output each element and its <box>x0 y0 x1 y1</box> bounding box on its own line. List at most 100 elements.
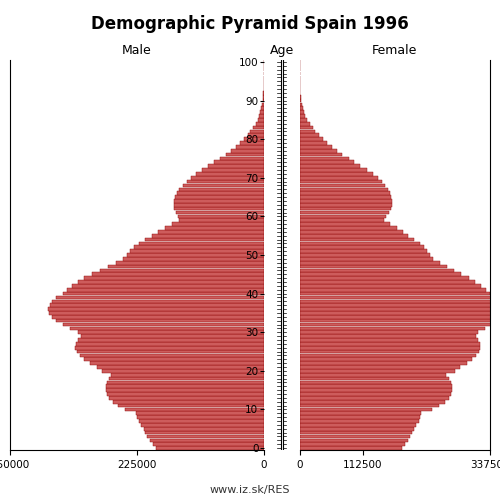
Bar <box>300 322 492 326</box>
Bar <box>262 102 264 106</box>
Bar <box>300 419 418 423</box>
Bar <box>165 226 264 230</box>
Bar <box>300 346 480 350</box>
Bar <box>300 284 480 288</box>
Bar <box>300 180 382 184</box>
Title: Male: Male <box>122 44 152 58</box>
Bar <box>300 242 420 246</box>
Bar <box>176 210 264 214</box>
Bar <box>300 134 318 137</box>
Bar <box>300 257 434 260</box>
Bar <box>174 207 264 210</box>
Bar <box>76 350 264 354</box>
Bar <box>259 114 264 118</box>
Bar <box>84 276 264 280</box>
Bar <box>300 214 386 218</box>
Bar <box>300 442 405 446</box>
Bar <box>300 114 306 118</box>
Bar <box>78 280 264 284</box>
Bar <box>80 354 264 357</box>
Bar <box>300 334 476 338</box>
Bar <box>174 199 264 203</box>
Bar <box>300 408 432 412</box>
Bar <box>300 330 478 334</box>
Bar <box>300 122 310 126</box>
Bar <box>300 326 485 330</box>
Bar <box>300 268 454 272</box>
Bar <box>300 246 424 249</box>
Bar <box>300 218 384 222</box>
Bar <box>144 427 264 430</box>
Bar <box>300 265 448 268</box>
Bar <box>262 98 264 102</box>
Bar <box>300 203 392 206</box>
Bar <box>300 199 392 203</box>
Bar <box>220 156 264 160</box>
Bar <box>150 438 264 442</box>
Bar <box>300 431 412 434</box>
Bar <box>300 412 422 415</box>
Bar <box>300 172 373 176</box>
Bar <box>300 188 388 191</box>
Bar <box>300 156 348 160</box>
Bar <box>208 164 264 168</box>
Bar <box>177 192 264 195</box>
Bar <box>300 423 416 426</box>
Bar <box>244 138 264 141</box>
Bar <box>78 338 264 342</box>
Bar <box>111 373 264 376</box>
Bar <box>240 141 264 145</box>
Bar <box>250 130 264 134</box>
Bar <box>146 238 264 242</box>
Title: Female: Female <box>372 44 418 58</box>
Bar <box>256 122 264 126</box>
Bar <box>300 296 496 300</box>
Bar <box>300 126 312 130</box>
Bar <box>300 276 469 280</box>
Bar <box>300 253 430 257</box>
Bar <box>300 300 500 303</box>
Bar <box>300 404 440 407</box>
Bar <box>300 392 452 396</box>
Bar <box>84 358 264 361</box>
Bar <box>139 242 264 246</box>
Bar <box>300 238 414 242</box>
Bar <box>124 257 264 260</box>
Bar <box>190 176 264 180</box>
Bar <box>300 226 396 230</box>
Text: Demographic Pyramid Spain 1996: Demographic Pyramid Spain 1996 <box>91 15 409 33</box>
Bar <box>70 326 264 330</box>
Bar <box>214 160 264 164</box>
Bar <box>300 160 354 164</box>
Bar <box>107 380 264 384</box>
Bar <box>231 149 264 152</box>
Bar <box>180 188 264 191</box>
Bar <box>158 230 264 234</box>
Bar <box>300 195 391 199</box>
Bar <box>300 288 486 292</box>
Text: www.iz.sk/RES: www.iz.sk/RES <box>210 484 290 494</box>
Bar <box>178 214 264 218</box>
Bar <box>300 350 479 354</box>
Bar <box>300 149 337 152</box>
Bar <box>56 296 264 300</box>
Bar <box>300 145 332 148</box>
Bar <box>300 434 410 438</box>
Bar <box>300 234 408 237</box>
Bar <box>196 172 264 176</box>
Bar <box>138 419 264 423</box>
Bar <box>300 438 408 442</box>
Bar <box>137 416 264 419</box>
Bar <box>152 234 264 237</box>
Bar <box>78 330 264 334</box>
Bar <box>300 207 391 210</box>
Bar <box>176 195 264 199</box>
Bar <box>156 446 264 450</box>
Bar <box>300 384 452 388</box>
Bar <box>300 307 500 311</box>
Bar <box>109 396 264 400</box>
Bar <box>106 392 264 396</box>
Bar <box>300 118 308 122</box>
Bar <box>147 434 264 438</box>
Bar <box>134 246 264 249</box>
